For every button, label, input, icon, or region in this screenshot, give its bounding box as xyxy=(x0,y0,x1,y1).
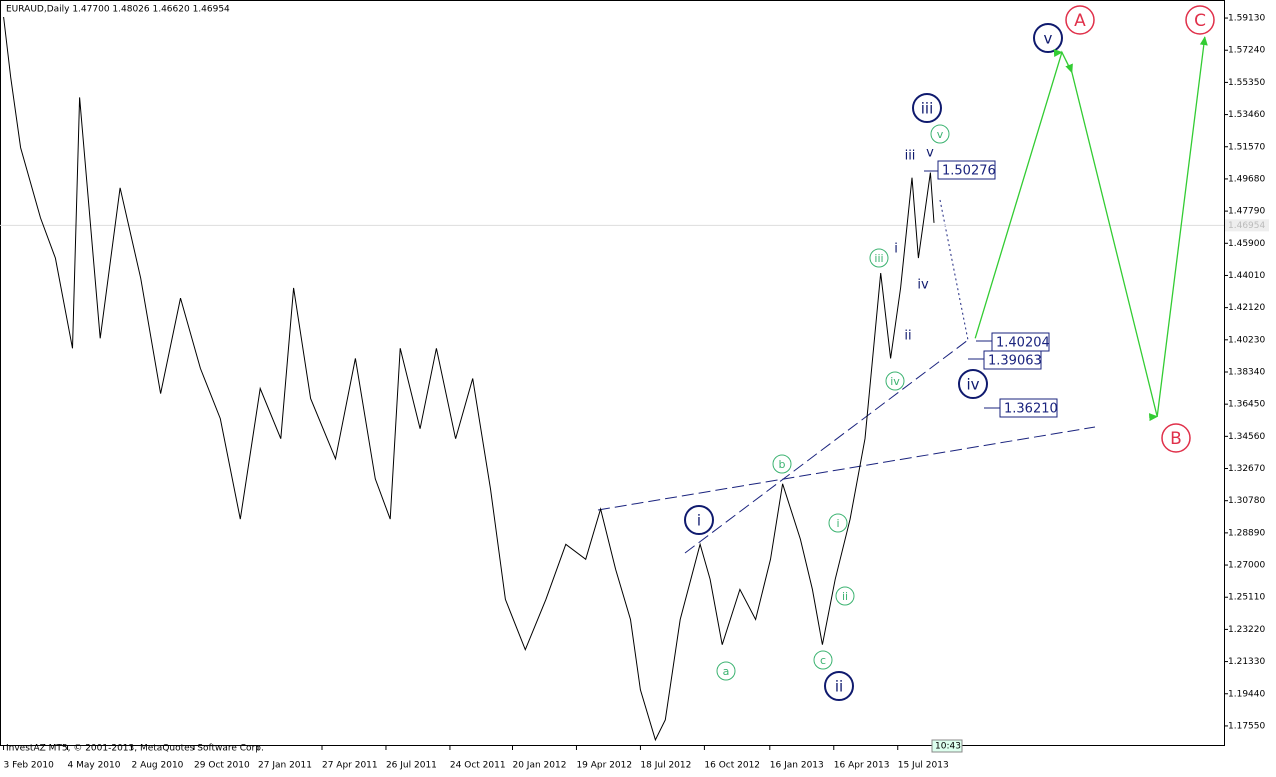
wave-label: iv xyxy=(890,375,900,388)
y-tick-label: 1.44010 xyxy=(1228,271,1265,281)
y-tick-label: 1.42120 xyxy=(1228,303,1265,313)
x-tick-label: 19 Apr 2012 xyxy=(576,761,632,771)
x-tick-label: 27 Jan 2011 xyxy=(258,761,312,771)
y-tick-label: 1.17550 xyxy=(1228,721,1265,731)
x-tick-label: 27 Apr 2011 xyxy=(322,761,378,771)
forecast-line xyxy=(974,36,1208,422)
y-tick-label: 1.30780 xyxy=(1228,496,1265,506)
wave-label: c xyxy=(820,654,826,667)
last-price-label: 1.46954 xyxy=(1228,221,1265,231)
wave-label: v xyxy=(937,128,944,141)
x-tick-label: 24 Oct 2011 xyxy=(450,761,506,771)
wave-label: A xyxy=(1074,11,1086,31)
x-tick-label: 29 Oct 2010 xyxy=(194,761,250,771)
wave-label: b xyxy=(779,458,786,471)
y-tick-label: 1.59130 xyxy=(1228,14,1265,24)
wave-label: iii xyxy=(874,252,883,265)
wave-circle xyxy=(1161,423,1191,453)
y-tick-label: 1.45900 xyxy=(1228,239,1265,249)
wave-label: C xyxy=(1194,11,1206,31)
chart-title: EURAUD,Daily 1.47700 1.48026 1.46620 1.4… xyxy=(6,5,230,15)
price-box xyxy=(937,160,996,180)
price-box xyxy=(983,350,1042,370)
x-tick-label: 16 Jan 2013 xyxy=(770,761,824,771)
wave-circle xyxy=(813,650,833,670)
wave-label: a xyxy=(723,665,730,678)
y-tick-label: 1.23220 xyxy=(1228,625,1265,635)
price-box-label: 1.40204 xyxy=(996,336,1050,351)
wave-label: ii xyxy=(904,329,911,344)
price-box-label: 1.39063 xyxy=(988,354,1042,369)
wave-circle xyxy=(930,124,950,144)
wave-circle xyxy=(828,513,848,533)
x-tick-label: 20 Jan 2012 xyxy=(512,761,566,771)
last-price-tag xyxy=(1225,219,1269,232)
wave-label: v xyxy=(926,146,934,161)
wave-label: v xyxy=(1044,30,1053,48)
y-tick-label: 1.47790 xyxy=(1228,207,1265,217)
y-tick-label: 1.40230 xyxy=(1228,335,1265,345)
y-tick-label: 1.19440 xyxy=(1228,689,1265,699)
y-tick-label: 1.34560 xyxy=(1228,432,1265,442)
y-tick-label: 1.57240 xyxy=(1228,46,1265,56)
y-tick-label: 1.27000 xyxy=(1228,561,1265,571)
wave-label: iv xyxy=(966,376,979,394)
wave-circle xyxy=(716,661,736,681)
y-tick-label: 1.38340 xyxy=(1228,367,1265,377)
wave-label: ii xyxy=(835,678,843,696)
x-tick-label: 4 May 2010 xyxy=(68,761,121,771)
wave-circle xyxy=(684,505,714,535)
plot-frame xyxy=(0,0,1225,746)
y-tick-label: 1.55350 xyxy=(1228,78,1265,88)
wave-circle xyxy=(869,248,889,268)
x-tick-label: 18 Jul 2012 xyxy=(640,761,691,771)
wave-circle xyxy=(824,671,854,701)
y-tick-label: 1.53460 xyxy=(1228,110,1265,120)
y-tick-label: 1.49680 xyxy=(1228,174,1265,184)
x-tick-label: 2 Aug 2010 xyxy=(131,761,183,771)
y-tick-label: 1.28890 xyxy=(1228,528,1265,538)
projection-line xyxy=(939,199,969,341)
x-tick-label: 16 Apr 2013 xyxy=(834,761,890,771)
y-tick-label: 1.51570 xyxy=(1228,142,1265,152)
wave-circle xyxy=(958,369,988,399)
wave-circle xyxy=(835,586,855,606)
x-tick-label: 15 Jul 2013 xyxy=(898,761,949,771)
wave-circle xyxy=(885,371,905,391)
wave-label: iv xyxy=(917,278,929,293)
wave-label: iii xyxy=(905,149,916,164)
trend-line xyxy=(684,339,969,554)
clock: 10:43 xyxy=(935,742,961,752)
wave-circle xyxy=(772,454,792,474)
x-tick-label: 26 Jul 2011 xyxy=(386,761,437,771)
price-line xyxy=(3,16,935,742)
x-tick-label: 3 Feb 2010 xyxy=(4,761,55,771)
x-tick-label: 16 Oct 2012 xyxy=(704,761,760,771)
footer: InvestAZ MT5, © 2001-2013, MetaQuotes So… xyxy=(6,744,264,754)
wave-label: B xyxy=(1170,429,1182,449)
y-tick-label: 1.25110 xyxy=(1228,593,1265,603)
wave-label: iii xyxy=(921,100,934,118)
y-tick-label: 1.32670 xyxy=(1228,464,1265,474)
wave-circle xyxy=(1065,5,1095,35)
wave-label: ii xyxy=(842,590,848,603)
wave-label: i xyxy=(836,517,839,530)
wave-circle xyxy=(1185,5,1215,35)
price-box-label: 1.50276 xyxy=(942,164,996,179)
wave-circle xyxy=(912,93,942,123)
wave-label: i xyxy=(697,512,701,530)
trend-line xyxy=(597,426,1096,511)
price-box-label: 1.36210 xyxy=(1004,402,1058,417)
y-tick-label: 1.21330 xyxy=(1228,657,1265,667)
y-tick-label: 1.36450 xyxy=(1228,400,1265,410)
wave-label: i xyxy=(894,242,898,257)
clock-box xyxy=(931,739,963,753)
